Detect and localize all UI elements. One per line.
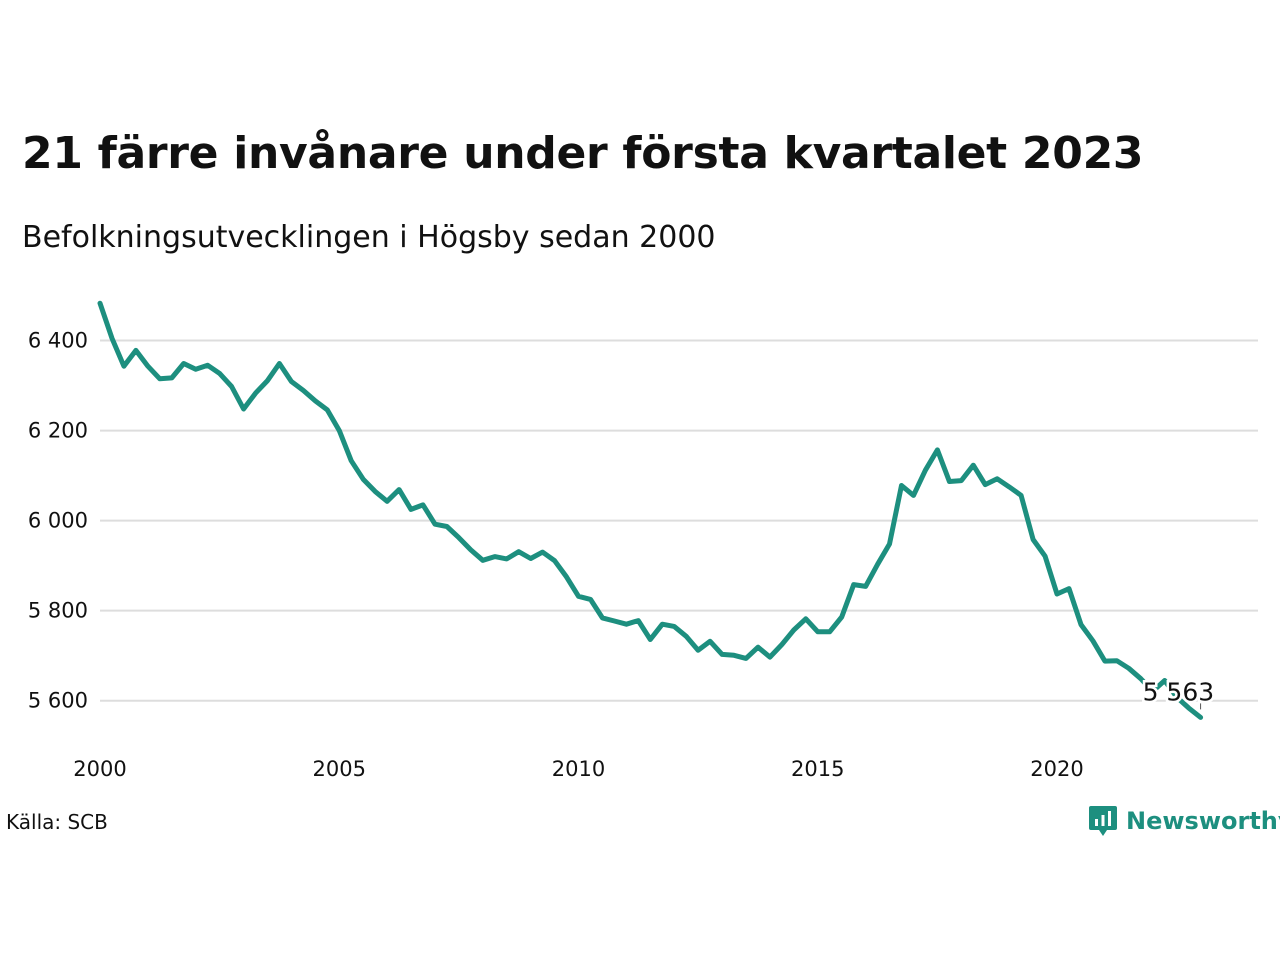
x-axis-tick-labels: 2000 2005 2010 2015 2020 (73, 757, 1083, 781)
y-tick-label: 5 600 (28, 689, 88, 713)
x-tick-label: 2020 (1030, 757, 1083, 781)
y-tick-label: 6 200 (28, 419, 88, 443)
newsworthy-logo-icon (1089, 806, 1117, 836)
y-tick-label: 5 800 (28, 599, 88, 623)
annotation-layer: 5 563 (1140, 675, 1217, 710)
x-tick-label: 2015 (791, 757, 844, 781)
series-line (97, 300, 1204, 720)
grid-lines (100, 339, 1258, 702)
y-tick-label: 6 400 (28, 329, 88, 353)
x-tick-label: 2010 (552, 757, 605, 781)
brand-name: Newsworthy (1126, 807, 1280, 835)
x-tick-label: 2000 (73, 757, 126, 781)
chart-subtitle: Befolkningsutvecklingen i Högsby sedan 2… (22, 220, 716, 255)
last-value-label: 5 563 (1143, 677, 1215, 706)
chart-title: 21 färre invånare under första kvartalet… (22, 128, 1144, 179)
brand[interactable]: Newsworthy (1088, 804, 1280, 838)
y-tick-label: 6 000 (28, 509, 88, 533)
x-tick-label: 2005 (313, 757, 366, 781)
source-note: Källa: SCB (6, 810, 108, 834)
y-axis-tick-labels: 5 600 5 800 6 000 6 200 6 400 (28, 329, 88, 713)
series-layer (97, 300, 1204, 720)
